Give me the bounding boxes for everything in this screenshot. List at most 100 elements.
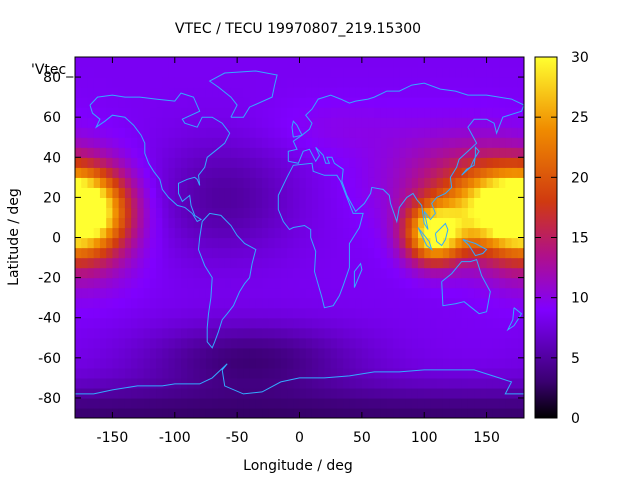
heatmap-cell <box>93 187 101 198</box>
heatmap-cell <box>249 87 257 98</box>
heatmap-cell <box>461 277 469 289</box>
heatmap-cell <box>330 347 338 359</box>
heatmap-cell <box>218 227 226 239</box>
heatmap-cell <box>461 387 469 399</box>
heatmap-cell <box>424 347 432 359</box>
heatmap-cell <box>417 237 425 249</box>
heatmap-cell <box>181 197 188 209</box>
heatmap-cell <box>187 377 195 389</box>
heatmap-cell <box>386 317 394 329</box>
heatmap-cell <box>193 57 201 68</box>
heatmap-cell <box>174 97 182 108</box>
heatmap-cell <box>393 247 400 259</box>
heatmap-cell <box>368 307 375 319</box>
heatmap-cell <box>280 347 288 359</box>
heatmap-cell <box>393 347 400 359</box>
heatmap-cell <box>87 227 95 239</box>
heatmap-cell <box>131 107 138 118</box>
heatmap-cell <box>430 327 438 339</box>
heatmap-cell <box>224 387 232 399</box>
heatmap-cell <box>112 317 120 329</box>
heatmap-cell <box>243 347 251 359</box>
heatmap-cell <box>106 327 114 339</box>
heatmap-cell <box>187 387 195 399</box>
heatmap-cell <box>124 307 132 319</box>
heatmap-cell <box>156 287 163 299</box>
heatmap-cell <box>336 67 344 78</box>
heatmap-cell <box>199 177 207 188</box>
heatmap-cell <box>368 177 375 188</box>
heatmap-cell <box>318 257 326 269</box>
heatmap-cell <box>230 217 238 229</box>
heatmap-cell <box>218 297 226 309</box>
heatmap-cell <box>124 57 132 68</box>
heatmap-cell <box>299 287 307 299</box>
heatmap-cell <box>449 377 457 389</box>
heatmap-cell <box>336 107 344 118</box>
heatmap-cell <box>424 377 432 389</box>
heatmap-cell <box>318 337 326 349</box>
heatmap-cell <box>336 187 344 198</box>
heatmap-cell <box>118 247 126 259</box>
heatmap-cell <box>455 397 463 409</box>
heatmap-cell <box>361 207 369 219</box>
heatmap-cell <box>149 177 157 188</box>
heatmap-cell <box>168 297 176 309</box>
heatmap-cell <box>255 267 263 279</box>
heatmap-cell <box>280 257 288 269</box>
heatmap-cell <box>274 237 282 249</box>
heatmap-cell <box>112 297 120 309</box>
heatmap-cell <box>486 77 494 88</box>
heatmap-cell <box>393 277 400 289</box>
heatmap-cell <box>199 357 207 369</box>
heatmap-cell <box>480 387 488 399</box>
heatmap-cell <box>112 137 120 148</box>
x-tick-label: -150 <box>97 430 129 446</box>
heatmap-cell <box>299 327 307 339</box>
heatmap-cell <box>336 87 344 98</box>
heatmap-cell <box>93 57 101 68</box>
heatmap-cell <box>318 77 326 88</box>
heatmap-cell <box>274 297 282 309</box>
coastline <box>506 307 523 332</box>
heatmap-cell <box>430 387 438 399</box>
heatmap-cell <box>411 347 419 359</box>
heatmap-cell <box>461 137 469 148</box>
heatmap-cell <box>461 287 469 299</box>
heatmap-cell <box>430 87 438 98</box>
heatmap-cell <box>442 387 450 399</box>
heatmap-cell <box>455 347 463 359</box>
heatmap-cell <box>480 127 488 138</box>
heatmap-cell <box>137 337 145 349</box>
heatmap-cell <box>124 347 132 359</box>
heatmap-cell <box>112 127 120 138</box>
heatmap-cell <box>380 97 388 108</box>
heatmap-cell <box>243 257 251 269</box>
heatmap-cell <box>449 287 457 299</box>
heatmap-cell <box>455 157 463 168</box>
heatmap-cell <box>305 327 313 339</box>
heatmap-cell <box>299 267 307 279</box>
heatmap-cell <box>187 147 195 158</box>
heatmap-cell <box>187 267 195 279</box>
heatmap-cell <box>131 57 138 68</box>
heatmap-cell <box>162 287 170 299</box>
heatmap-cell <box>124 177 132 188</box>
heatmap-cell <box>255 327 263 339</box>
heatmap-cell <box>305 407 313 418</box>
heatmap-cell <box>436 357 444 369</box>
heatmap-cell <box>293 117 301 128</box>
heatmap-cell <box>193 387 201 399</box>
heatmap-cell <box>436 67 444 78</box>
heatmap-cell <box>193 277 201 289</box>
heatmap-cell <box>268 387 276 399</box>
heatmap-cell <box>193 67 201 78</box>
colorbar-tick-label: 15 <box>571 231 589 247</box>
heatmap-cell <box>492 397 500 409</box>
heatmap-cell <box>255 227 263 239</box>
heatmap-cell <box>499 87 506 98</box>
heatmap-cell <box>262 97 269 108</box>
heatmap-cell <box>137 387 145 399</box>
heatmap-cell <box>112 337 120 349</box>
coastline <box>277 162 364 309</box>
